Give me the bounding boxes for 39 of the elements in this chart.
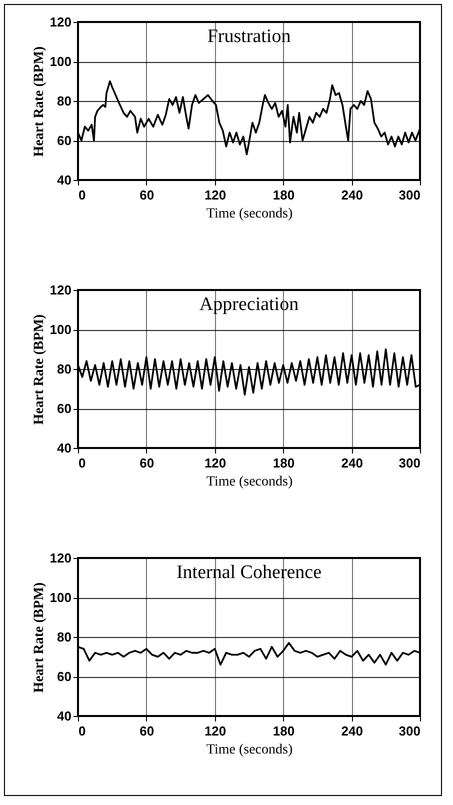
x-axis-title: Time (seconds) — [206, 474, 293, 490]
y-tick-label: 120 — [50, 550, 72, 566]
x-tick-label: 180 — [272, 456, 295, 470]
y-tick-label: 40 — [57, 440, 72, 456]
x-tick-label: 60 — [140, 456, 154, 470]
x-tick-label: 240 — [341, 724, 363, 738]
y-axis-title: Heart Rate (BPM) — [32, 46, 47, 157]
y-tick-label: 80 — [57, 94, 72, 108]
y-tick-label: 40 — [57, 172, 72, 188]
x-tick-label: 120 — [204, 188, 226, 202]
y-axis-title: Heart Rate (BPM) — [32, 314, 47, 425]
y-tick-label: 60 — [57, 133, 72, 148]
x-tick-label: 0 — [78, 724, 86, 738]
y-tick-label: 60 — [57, 401, 72, 416]
y-tick-label: 80 — [57, 362, 72, 376]
x-tick-label: 0 — [78, 188, 86, 202]
x-tick-label: 240 — [341, 456, 363, 470]
x-tick-label: 300 — [398, 188, 420, 202]
x-tick-label: 240 — [341, 188, 363, 202]
y-tick-label: 120 — [50, 14, 72, 30]
y-tick-label: 100 — [50, 54, 72, 69]
x-tick-label: 180 — [272, 188, 295, 202]
x-tick-label: 60 — [140, 724, 154, 738]
y-tick-label: 60 — [57, 669, 72, 684]
y-tick-label: 100 — [50, 590, 72, 605]
x-axis-title: Time (seconds) — [206, 206, 293, 222]
x-axis-title: Time (seconds) — [206, 742, 293, 758]
y-axis-title: Heart Rate (BPM) — [32, 582, 47, 693]
y-tick-label: 120 — [50, 282, 72, 298]
x-tick-label: 120 — [204, 724, 226, 738]
x-tick-label: 0 — [78, 456, 86, 470]
x-tick-label: 300 — [398, 456, 420, 470]
y-tick-label: 80 — [57, 630, 72, 644]
y-tick-label: 100 — [50, 322, 72, 337]
x-tick-label: 60 — [140, 188, 154, 202]
x-tick-label: 180 — [272, 724, 295, 738]
x-tick-label: 120 — [204, 456, 226, 470]
x-tick-label: 300 — [398, 724, 420, 738]
y-tick-label: 40 — [57, 708, 72, 724]
